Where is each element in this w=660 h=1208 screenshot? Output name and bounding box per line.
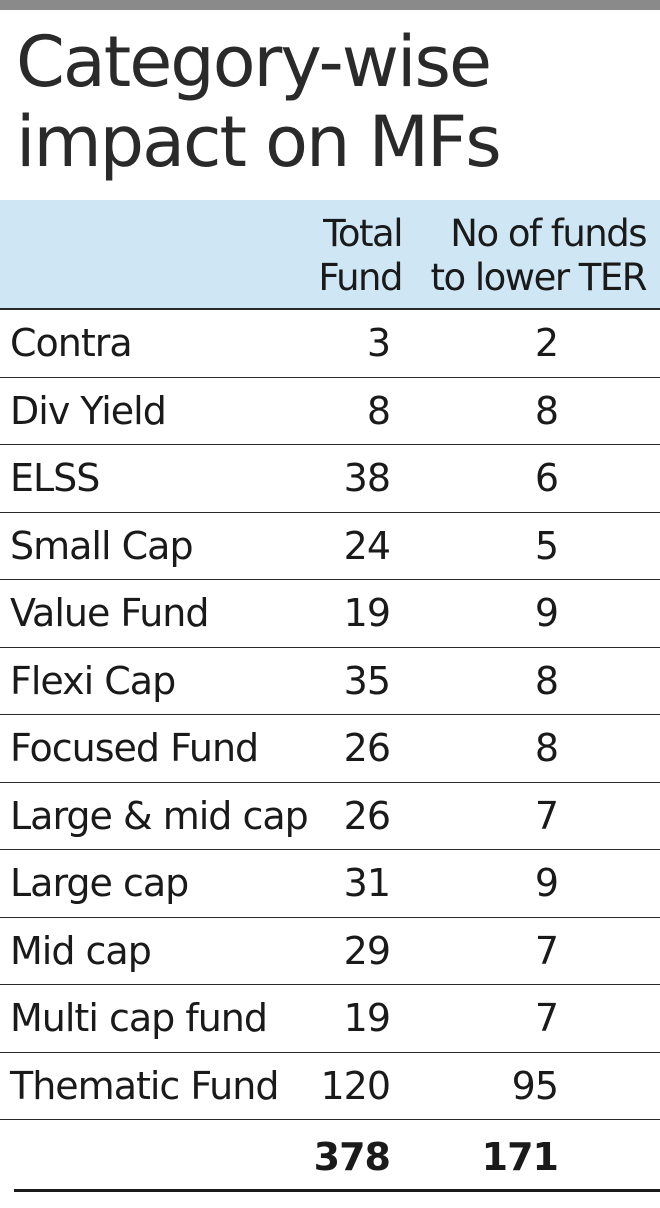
table-body: Contra 3 2 Div Yield 8 8 ELSS 38 6 Small Cap 24 5 Va… [0,310,660,1120]
lower-ter-value: 2 [534,321,559,365]
total-fund-value: 38 [343,456,391,500]
total-fund-value: 26 [343,793,391,838]
table-row: Flexi Cap 35 8 [0,648,660,715]
column-header-total-fund: Total Fund [318,212,403,300]
total-fund-value: 19 [343,996,391,1040]
total-fund-value: 24 [343,523,391,568]
category-label: Focused Fund [10,726,259,770]
total-fund-value: 26 [343,726,391,770]
lower-ter-value: 9 [534,591,559,635]
category-label: Small Cap [10,523,194,568]
lower-ter-value: 7 [534,928,559,973]
lower-ter-value: 9 [534,861,559,905]
total-fund-value: 8 [366,388,391,433]
table-row: Contra 3 2 [0,310,660,378]
table-row: Mid cap 29 7 [0,918,660,985]
grand-total-fund: 378 [313,1135,391,1179]
category-label: Value Fund [10,591,209,635]
category-label: Large & mid cap [10,793,309,838]
category-label: Flexi Cap [10,658,176,703]
total-fund-value: 35 [343,658,391,703]
totals-row: 378 171 [0,1125,660,1189]
lower-ter-value: 6 [534,456,559,500]
column-header-lower-line-2: to lower TER [430,256,647,299]
table-row: Large cap 31 9 [0,850,660,918]
bottom-rule [14,1189,660,1192]
table-row: Value Fund 19 9 [0,580,660,648]
lower-ter-value: 5 [534,523,559,568]
total-fund-value: 29 [343,928,391,973]
chart-title: Category-wise impact on MFs [16,22,656,182]
lower-ter-value: 8 [534,726,559,770]
table-row: ELSS 38 6 [0,445,660,513]
category-label: ELSS [10,456,100,500]
lower-ter-value: 95 [511,1063,559,1108]
table-row: Small Cap 24 5 [0,513,660,580]
total-fund-value: 120 [320,1063,391,1108]
category-label: Large cap [10,861,189,905]
total-fund-value: 3 [366,321,391,365]
category-label: Contra [10,321,133,365]
column-header-total-line-1: Total [323,212,403,255]
total-fund-value: 31 [343,861,391,905]
table-row: Multi cap fund 19 7 [0,985,660,1053]
table-header: Total Fund No of funds to lower TER [0,200,660,310]
column-header-lower-line-1: No of funds [450,212,647,255]
lower-ter-value: 7 [534,996,559,1040]
category-label: Multi cap fund [10,996,268,1040]
table-row: Thematic Fund 120 95 [0,1053,660,1120]
column-header-lower-ter: No of funds to lower TER [430,212,647,300]
title-line-2: impact on MFs [16,101,502,183]
title-line-1: Category-wise [16,21,492,103]
lower-ter-value: 7 [534,793,559,838]
table-row: Focused Fund 26 8 [0,715,660,783]
column-header-total-line-2: Fund [318,256,403,299]
top-rule-bar [0,0,660,10]
category-label: Thematic Fund [10,1063,279,1108]
lower-ter-value: 8 [534,388,559,433]
table-row: Large & mid cap 26 7 [0,783,660,850]
grand-total-lower-ter: 171 [481,1135,559,1179]
category-label: Mid cap [10,928,152,973]
lower-ter-value: 8 [534,658,559,703]
total-fund-value: 19 [343,591,391,635]
category-label: Div Yield [10,388,167,433]
table-row: Div Yield 8 8 [0,378,660,445]
